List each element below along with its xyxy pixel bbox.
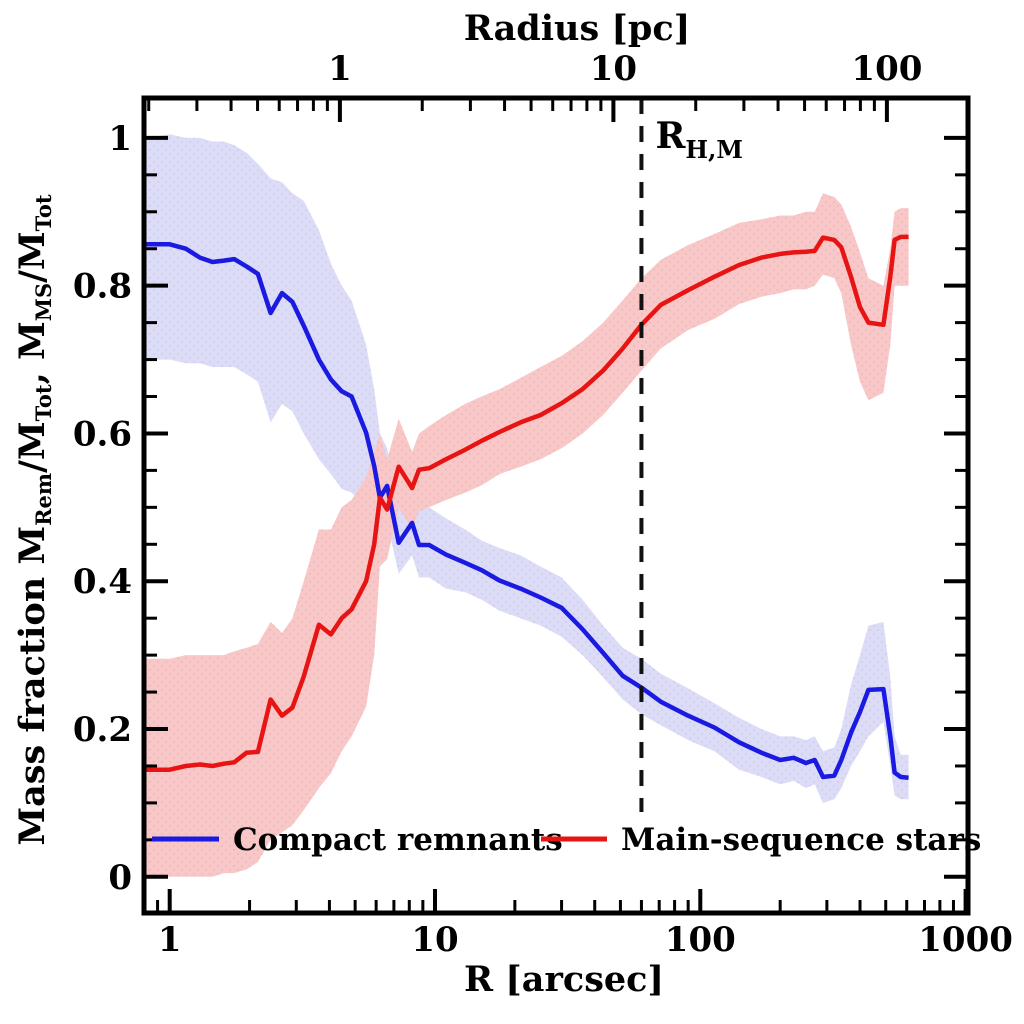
- main-sequence-curve: [145, 234, 909, 772]
- y-title-segment: Mass fraction M: [12, 526, 53, 846]
- tick-label: 1000: [918, 920, 1013, 960]
- subscript: Tot: [31, 384, 56, 421]
- tick-label: 0: [108, 858, 132, 898]
- tick-label: 1: [328, 49, 352, 89]
- tick-label: 1: [108, 119, 132, 159]
- tick-label: 10: [411, 920, 458, 960]
- y-title-segment: /M: [12, 231, 53, 283]
- legend-label-main-sequence: Main-sequence stars: [621, 822, 981, 858]
- subscript: Tot: [31, 194, 56, 231]
- bottom-axis-title: R [arcsec]: [464, 959, 664, 1000]
- y-axis-title: Mass fraction MRem/MTot, MMS/MTot: [12, 194, 56, 846]
- subscript: Rem: [31, 473, 56, 526]
- subscript: MS: [31, 283, 56, 321]
- plot-area: [145, 98, 909, 877]
- legend-label-remnants: Compact remnants: [233, 822, 563, 858]
- half-mass-radius-label: RH,M: [655, 115, 743, 164]
- tick-label: 0.6: [73, 414, 132, 454]
- tick-label: 10: [590, 49, 637, 89]
- y-title-segment: /M: [12, 421, 53, 473]
- y-title-segment: , M: [12, 321, 53, 384]
- tick-label: 0.8: [73, 267, 132, 307]
- tick-label: 0.4: [73, 562, 132, 602]
- plot-border: [141, 95, 971, 916]
- remnants-uncertainty-band: [145, 134, 909, 803]
- tick-label: 1: [158, 920, 182, 960]
- main-sequence-uncertainty-band: [145, 193, 909, 877]
- top-axis-title: Radius [pc]: [464, 8, 691, 49]
- remnants-curve: [145, 242, 909, 781]
- tick-label: 0.2: [73, 710, 132, 750]
- tick-label: 100: [665, 920, 736, 960]
- tick-label: 100: [851, 49, 922, 89]
- legend: Compact remnants Main-sequence stars: [152, 822, 981, 858]
